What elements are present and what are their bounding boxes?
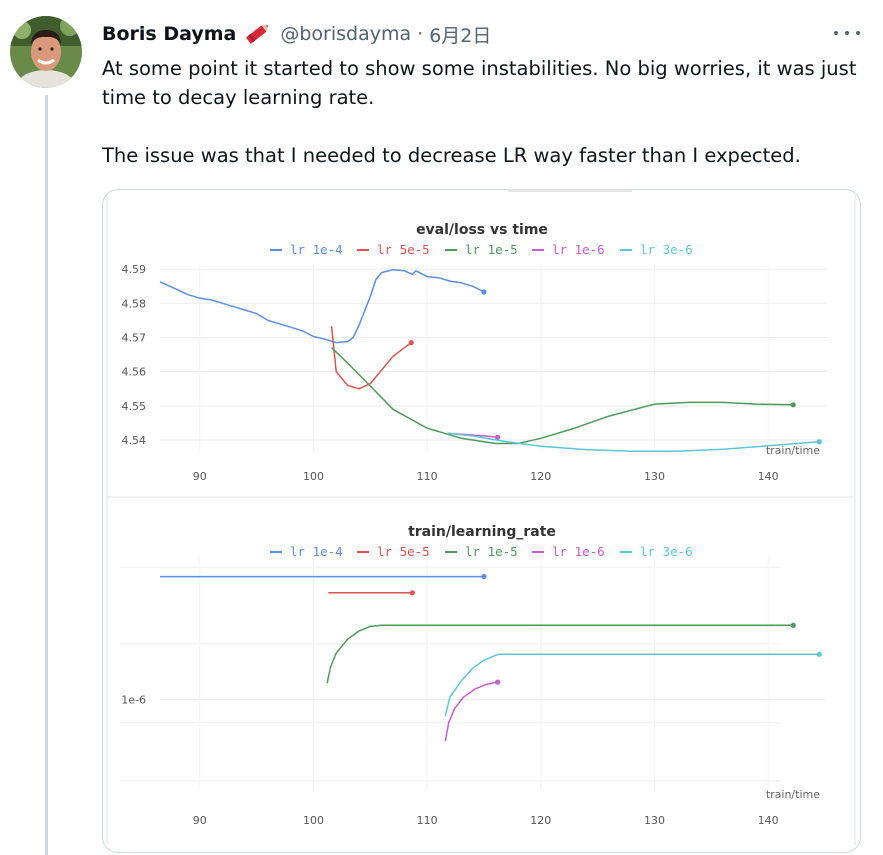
legend-label: lr 3e-6 [640, 544, 693, 559]
thread-line [45, 95, 48, 855]
series-endpoint [409, 590, 415, 596]
series-endpoint [790, 622, 796, 628]
tweet-text: At some point it started to show some in… [102, 54, 862, 170]
x-tick-label: 140 [758, 470, 779, 483]
tweet-image[interactable]: eval/loss vs time lr 1e-4 lr 5e-5 lr 1e-5 lr… [102, 189, 861, 853]
legend-label: lr 1e-5 [465, 544, 518, 559]
x-tick-label: 110 [417, 470, 438, 483]
x-tick-label: 120 [530, 814, 551, 827]
x-tick-label: 130 [644, 814, 665, 827]
series-line [444, 653, 820, 716]
tweet-paragraph-1: At some point it started to show some in… [102, 57, 857, 109]
series-endpoint [495, 679, 501, 685]
series-endpoint [481, 573, 487, 580]
x-axis-label: train/time [766, 444, 820, 457]
tweet-paragraph-2: The issue was that I needed to decrease … [102, 144, 801, 167]
y-tick-label: 4.55 [122, 400, 147, 413]
series-line [326, 624, 794, 684]
tweet-date[interactable]: 6月2日 [429, 24, 492, 47]
avatar[interactable] [10, 16, 82, 88]
y-tick-label: 4.56 [122, 366, 147, 379]
y-tick-label: 4.58 [122, 297, 147, 310]
series-endpoint [816, 439, 822, 445]
chart-title: train/learning_rate [408, 524, 556, 540]
separator-dot: · [417, 23, 424, 45]
series-endpoint [495, 434, 501, 440]
x-tick-label: 90 [193, 470, 207, 483]
y-tick-label: 1e-6 [121, 694, 146, 707]
legend-label: lr 1e-4 [290, 242, 343, 257]
legend-label: lr 1e-6 [552, 544, 605, 559]
chart-title: eval/loss vs time [416, 222, 548, 238]
author-handle[interactable]: @borisdayma [280, 23, 412, 45]
legend-label: lr 5e-5 [377, 544, 430, 559]
series-endpoint [790, 402, 796, 408]
x-tick-label: 100 [303, 814, 324, 827]
x-tick-label: 120 [530, 470, 551, 483]
series-line [331, 347, 794, 445]
series-endpoint [408, 340, 414, 346]
x-tick-label: 130 [644, 470, 665, 483]
legend-label: lr 3e-6 [640, 242, 693, 257]
legend-label: lr 1e-4 [290, 544, 343, 559]
x-tick-label: 100 [303, 470, 324, 483]
series-line [159, 269, 485, 344]
series-line [444, 681, 498, 742]
series-endpoint [816, 651, 822, 657]
image-scroll-handle [508, 189, 632, 192]
charts-canvas: eval/loss vs time lr 1e-4 lr 5e-5 lr 1e-5 lr… [106, 195, 856, 845]
series-line [447, 432, 820, 453]
series-endpoint [481, 289, 487, 295]
legend-label: lr 5e-5 [377, 242, 430, 257]
chart-1: eval/loss vs time lr 1e-4 lr 5e-5 lr 1e-5 lr… [122, 222, 827, 483]
x-tick-label: 90 [193, 814, 207, 827]
y-tick-label: 4.59 [122, 263, 147, 276]
y-tick-label: 4.57 [122, 331, 147, 344]
more-options-icon[interactable] [834, 26, 860, 40]
series-line [330, 326, 412, 390]
x-tick-label: 140 [758, 814, 779, 827]
crayon-icon [242, 21, 272, 47]
y-tick-label: 4.54 [122, 434, 147, 447]
legend-label: lr 1e-6 [552, 242, 605, 257]
x-axis-label: train/time [766, 788, 820, 801]
tweet-header: Boris Dayma @borisdayma · 6月2日 [102, 20, 491, 48]
author-name[interactable]: Boris Dayma [102, 23, 237, 45]
x-tick-label: 110 [417, 814, 438, 827]
avatar-image [10, 16, 82, 88]
legend-label: lr 1e-5 [465, 242, 518, 257]
